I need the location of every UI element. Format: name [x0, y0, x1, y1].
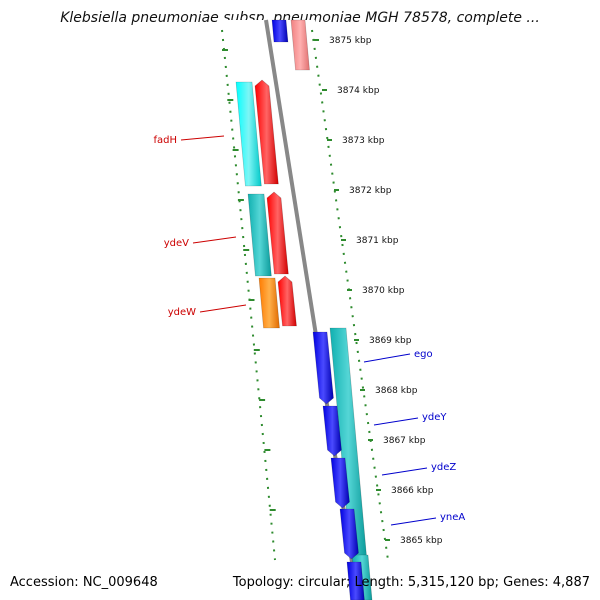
inner-tick-line — [221, 29, 276, 561]
kbp-tick-label: 3872 kbp — [349, 186, 392, 196]
gene-labels: fadH ydeV ydeW ego ydeY ydeZ yneA — [153, 135, 465, 526]
kbp-tick-label: 3873 kbp — [342, 136, 385, 146]
kbp-tick-label: 3875 kbp — [329, 36, 372, 46]
gene-leader-line — [192, 236, 237, 244]
summary-text: Topology: circular; Length: 5,315,120 bp… — [232, 575, 590, 590]
gene-yneA[interactable] — [339, 508, 359, 560]
outer-tick-line — [311, 29, 389, 561]
kbp-tick-label: 3874 kbp — [337, 86, 380, 96]
gene-arrow-red[interactable] — [266, 191, 289, 275]
gene-features — [235, 19, 373, 600]
gene-label-ydeZ[interactable]: ydeZ — [431, 462, 456, 473]
accession-text: Accession: NC_009648 — [10, 575, 158, 590]
gene-leader-line — [363, 353, 411, 363]
gene-ydeV[interactable] — [247, 193, 272, 277]
gene-arrow-partial[interactable] — [346, 561, 365, 600]
kbp-ticks: 3875 kbp 3874 kbp 3873 kbp 3872 kbp 3871 kbp… — [222, 36, 443, 546]
gene-arrow-red[interactable] — [277, 275, 297, 327]
kbp-tick-label: 3870 kbp — [362, 286, 405, 296]
gene-arrow-partial[interactable] — [290, 19, 310, 71]
kbp-tick-label: 3867 kbp — [383, 436, 426, 446]
gene-arrow-partial[interactable] — [271, 19, 289, 43]
gene-leader-line — [390, 517, 437, 526]
gene-label-yneA[interactable]: yneA — [440, 512, 465, 523]
map-title: Klebsiella pneumoniae subsp. pneumoniae … — [60, 10, 540, 26]
gene-leader-line — [381, 467, 428, 476]
gene-ego[interactable] — [312, 331, 334, 405]
gene-label-ydeY[interactable]: ydeY — [422, 412, 447, 423]
gene-label-ydeV[interactable]: ydeV — [164, 238, 189, 249]
gene-leader-line — [180, 135, 225, 141]
gene-leader-line — [373, 417, 419, 426]
gene-ydeY[interactable] — [322, 405, 342, 457]
gene-ydeW[interactable] — [258, 277, 280, 329]
gene-ydeZ[interactable] — [330, 457, 350, 509]
kbp-tick-label: 3866 kbp — [391, 486, 434, 496]
gene-label-ego[interactable]: ego — [414, 349, 433, 360]
kbp-tick-label: 3868 kbp — [375, 386, 418, 396]
gene-fadH[interactable] — [235, 81, 262, 187]
gene-arrow-red[interactable] — [254, 79, 279, 185]
kbp-tick-label: 3865 kbp — [400, 536, 443, 546]
gene-leader-line — [199, 304, 247, 313]
gene-label-fadH[interactable]: fadH — [153, 135, 177, 146]
gene-label-ydeW[interactable]: ydeW — [168, 307, 196, 318]
kbp-tick-label: 3869 kbp — [369, 336, 412, 346]
kbp-tick-label: 3871 kbp — [356, 236, 399, 246]
